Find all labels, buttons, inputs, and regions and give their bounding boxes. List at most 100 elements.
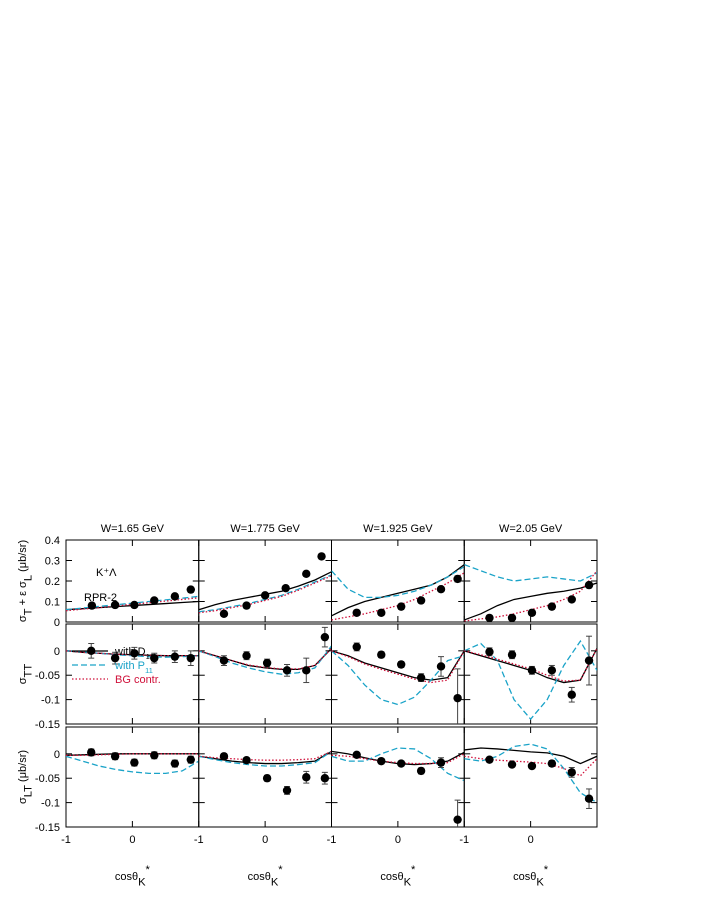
model-curve bbox=[331, 564, 465, 617]
data-point bbox=[219, 656, 229, 665]
data-point bbox=[527, 761, 537, 771]
text-part: * bbox=[278, 864, 283, 876]
x-tick-label: 0 bbox=[129, 834, 135, 846]
text-part: cosθ bbox=[513, 871, 536, 883]
text-part: 11 bbox=[145, 666, 153, 675]
model-curve bbox=[198, 750, 332, 767]
data-point bbox=[302, 666, 311, 675]
data-point bbox=[485, 755, 494, 764]
data-point bbox=[130, 758, 139, 767]
model-curve bbox=[464, 563, 597, 582]
data-point bbox=[242, 651, 251, 660]
panel-plot bbox=[331, 747, 465, 827]
data-point bbox=[584, 794, 594, 803]
data-point bbox=[436, 662, 446, 671]
x-tick-label: 0 bbox=[262, 834, 268, 846]
data-point bbox=[317, 552, 326, 561]
annotation: RPR-2 bbox=[84, 592, 117, 604]
text-part: * bbox=[411, 864, 416, 876]
text-part: K bbox=[138, 877, 146, 889]
data-point bbox=[584, 580, 594, 590]
model-curve bbox=[464, 582, 597, 621]
panel-title: W=2.05 GeV bbox=[499, 523, 563, 535]
panel-plot bbox=[66, 585, 199, 612]
text-part: 13 bbox=[146, 652, 155, 661]
data-point bbox=[186, 653, 195, 663]
data-point bbox=[453, 693, 462, 703]
x-axis-label: cosθK* bbox=[513, 864, 549, 889]
data-point bbox=[507, 613, 517, 622]
x-tick-label: 0 bbox=[395, 834, 401, 846]
model-curve bbox=[331, 747, 465, 782]
x-axis-label: cosθK* bbox=[380, 864, 416, 889]
y-tick-label: -0.1 bbox=[41, 695, 60, 707]
panel-plot bbox=[464, 635, 597, 721]
text-part: K bbox=[404, 877, 412, 889]
panel-plot bbox=[198, 626, 332, 684]
data-point bbox=[150, 596, 159, 605]
data-point bbox=[87, 601, 97, 610]
model-curve bbox=[198, 750, 332, 765]
data-point bbox=[453, 815, 462, 824]
data-point bbox=[110, 653, 120, 663]
text-part: T bbox=[23, 608, 35, 615]
text-part: * bbox=[146, 864, 151, 876]
data-point bbox=[352, 608, 361, 617]
data-point bbox=[320, 632, 330, 642]
text-part: σ bbox=[17, 677, 29, 684]
data-point bbox=[527, 608, 537, 617]
y-tick-label: -0.1 bbox=[41, 798, 60, 810]
data-point bbox=[396, 759, 406, 768]
data-point bbox=[302, 773, 311, 782]
panel-plot bbox=[198, 750, 332, 795]
data-point bbox=[567, 595, 576, 604]
panel-plot bbox=[66, 643, 199, 666]
model-curve bbox=[331, 650, 465, 681]
data-point bbox=[87, 748, 96, 757]
y-tick-label: 0.4 bbox=[45, 535, 60, 547]
panel-plot bbox=[331, 642, 465, 724]
text-part: cosθ bbox=[380, 871, 403, 883]
data-point bbox=[527, 666, 537, 675]
data-point bbox=[242, 601, 251, 610]
model-curve bbox=[331, 650, 465, 684]
y-tick-label: -0.15 bbox=[35, 719, 60, 731]
y-axis-label: σTT bbox=[17, 664, 35, 685]
data-point bbox=[262, 658, 272, 668]
data-point bbox=[110, 600, 120, 610]
text-part: (μb/sr) bbox=[17, 540, 29, 575]
model-curve bbox=[464, 639, 597, 721]
data-point bbox=[567, 768, 576, 777]
text-part: σ bbox=[17, 797, 29, 804]
data-point bbox=[396, 602, 406, 611]
data-point bbox=[377, 756, 386, 766]
model-curve bbox=[464, 747, 597, 765]
x-tick-label: -1 bbox=[327, 834, 337, 846]
data-point bbox=[186, 585, 195, 594]
data-point bbox=[416, 673, 426, 682]
data-point bbox=[150, 653, 159, 663]
text-part: K bbox=[271, 877, 279, 889]
text-part: L bbox=[23, 575, 35, 581]
data-point bbox=[547, 759, 557, 768]
data-point bbox=[219, 752, 229, 761]
data-point bbox=[170, 592, 180, 601]
annotation: K⁺Λ bbox=[96, 567, 117, 579]
model-curve bbox=[331, 566, 465, 599]
text-part: with P bbox=[114, 660, 145, 672]
panel-plot bbox=[464, 743, 597, 809]
data-point bbox=[507, 760, 517, 769]
data-point bbox=[170, 652, 180, 661]
panel-title: W=1.925 GeV bbox=[363, 523, 433, 535]
text-part: TT bbox=[23, 664, 35, 678]
model-curve bbox=[198, 575, 332, 614]
x-axis-label: cosθK* bbox=[248, 864, 284, 889]
text-part: σ bbox=[17, 615, 29, 622]
data-point bbox=[416, 596, 426, 605]
data-point bbox=[170, 759, 180, 768]
y-tick-label: 0.3 bbox=[45, 556, 60, 568]
model-curve bbox=[66, 755, 199, 774]
data-point bbox=[352, 750, 361, 760]
